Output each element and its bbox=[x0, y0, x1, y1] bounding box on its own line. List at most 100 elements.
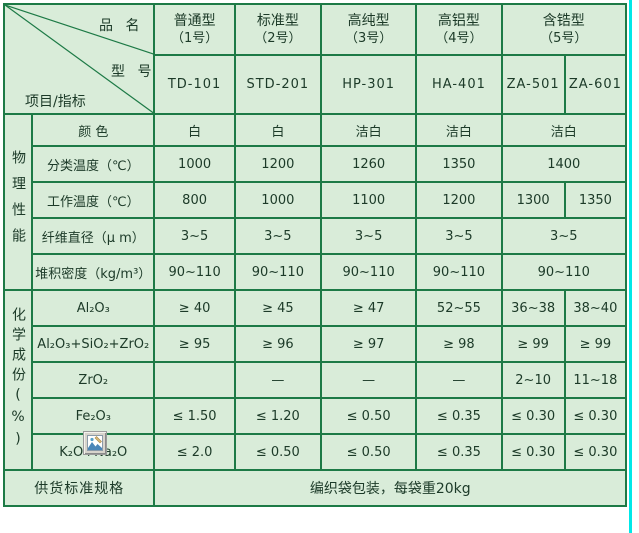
model-cell: HP-301 bbox=[319, 54, 418, 115]
value-cell: ≥ 45 bbox=[233, 289, 322, 327]
value-cell: 2~10 bbox=[500, 361, 566, 399]
value-cell: ≥ 99 bbox=[500, 325, 566, 363]
value-cell: ≥ 40 bbox=[153, 289, 236, 327]
section-chemical-label: 化学成份(%) bbox=[10, 307, 27, 453]
value-cell: ≤ 0.30 bbox=[500, 433, 566, 471]
value-cell: ≤ 0.35 bbox=[415, 433, 503, 471]
value-cell: 3~5 bbox=[319, 217, 418, 255]
value-cell: 90~110 bbox=[500, 253, 628, 291]
header-product-4: 高铝型 （4号） bbox=[415, 3, 503, 56]
product-no: （5号） bbox=[540, 31, 588, 47]
value-cell: 1300 bbox=[500, 181, 566, 219]
corner-model-label: 型 号 bbox=[111, 64, 156, 80]
row-label-al2o3-sio2-zro2: Al₂O₃+SiO₂+ZrO₂ bbox=[31, 325, 156, 363]
header-product-1: 普通型 （1号） bbox=[153, 3, 236, 56]
diagonal-lines bbox=[5, 5, 154, 113]
row-label-class-temp: 分类温度（℃） bbox=[31, 145, 156, 183]
value-cell: 3~5 bbox=[500, 217, 628, 255]
value-cell: 90~110 bbox=[415, 253, 503, 291]
value-cell: ≥ 99 bbox=[563, 325, 628, 363]
value-cell: 11~18 bbox=[563, 361, 628, 399]
value-cell: 3~5 bbox=[415, 217, 503, 255]
value-cell: 90~110 bbox=[319, 253, 418, 291]
model-cell: STD-201 bbox=[233, 54, 322, 115]
value-cell: 1400 bbox=[500, 145, 628, 183]
value-cell: 1200 bbox=[415, 181, 503, 219]
value-cell: ≤ 0.50 bbox=[319, 397, 418, 435]
value-cell: ≤ 1.20 bbox=[233, 397, 322, 435]
value-cell: 白 bbox=[233, 113, 322, 147]
value-cell: 800 bbox=[153, 181, 236, 219]
value-cell: — bbox=[319, 361, 418, 399]
value-cell: 白 bbox=[153, 113, 236, 147]
product-name: 高纯型 bbox=[347, 12, 390, 29]
row-label-zro2: ZrO₂ bbox=[31, 361, 156, 399]
section-chemical: 化学成份(%) bbox=[2, 289, 34, 471]
image-placeholder-icon bbox=[83, 431, 108, 455]
value-cell: 3~5 bbox=[233, 217, 322, 255]
product-name: 普通型 bbox=[173, 12, 216, 29]
product-no: （1号） bbox=[170, 31, 219, 47]
product-no: （4号） bbox=[435, 31, 483, 47]
row-label-fiber-diameter: 纤维直径（μ m） bbox=[31, 217, 156, 255]
footer-value: 编织袋包装，每袋重20kg bbox=[153, 469, 627, 507]
right-frame-line bbox=[629, 0, 632, 533]
row-label-color: 颜 色 bbox=[31, 113, 156, 147]
value-cell: 1100 bbox=[319, 181, 418, 219]
corner-cell: 品 名 型 号 项目/指标 bbox=[2, 3, 156, 115]
value-cell: 1200 bbox=[233, 145, 322, 183]
value-cell: ≤ 1.50 bbox=[153, 397, 236, 435]
value-cell: ≥ 95 bbox=[153, 325, 236, 363]
header-product-3: 高纯型 （3号） bbox=[319, 3, 418, 56]
row-label-k2o-na2o: K₂O+Na₂O bbox=[31, 431, 156, 471]
corner-index-label: 项目/指标 bbox=[25, 94, 86, 110]
row-label-fe2o3: Fe₂O₃ bbox=[31, 397, 156, 435]
corner-product-label: 品 名 bbox=[99, 18, 144, 34]
value-cell: 洁白 bbox=[500, 113, 628, 147]
value-cell: — bbox=[415, 361, 503, 399]
section-physical: 物理性能 bbox=[2, 113, 34, 291]
value-cell: 36~38 bbox=[500, 289, 566, 327]
value-cell: ≤ 0.35 bbox=[415, 397, 503, 435]
footer-label: 供货标准规格 bbox=[2, 469, 156, 507]
section-physical-label: 物理性能 bbox=[10, 150, 27, 254]
value-cell: ≤ 0.50 bbox=[319, 433, 418, 471]
value-cell: ≥ 96 bbox=[233, 325, 322, 363]
product-name: 高铝型 bbox=[437, 12, 480, 29]
model-cell: ZA-501 bbox=[500, 54, 566, 115]
row-label-al2o3: Al₂O₃ bbox=[31, 289, 156, 327]
value-cell: 1350 bbox=[415, 145, 503, 183]
value-cell: ≤ 0.30 bbox=[563, 433, 628, 471]
model-cell: TD-101 bbox=[153, 54, 236, 115]
row-label-bulk-density: 堆积密度（kg/m³） bbox=[31, 253, 156, 291]
value-cell: 90~110 bbox=[233, 253, 322, 291]
value-cell: 52~55 bbox=[415, 289, 503, 327]
value-cell: ≥ 97 bbox=[319, 325, 418, 363]
product-no: （2号） bbox=[254, 31, 302, 47]
model-cell: HA-401 bbox=[415, 54, 503, 115]
value-cell: ≤ 0.30 bbox=[500, 397, 566, 435]
value-cell: ≤ 0.50 bbox=[233, 433, 322, 471]
value-cell: 90~110 bbox=[153, 253, 236, 291]
value-cell: 1000 bbox=[153, 145, 236, 183]
row-label-work-temp: 工作温度（℃） bbox=[31, 181, 156, 219]
model-cell: ZA-601 bbox=[563, 54, 628, 115]
value-cell: 38~40 bbox=[563, 289, 628, 327]
value-cell: 1000 bbox=[233, 181, 322, 219]
header-product-2: 标准型 （2号） bbox=[233, 3, 322, 56]
value-cell: ≤ 0.30 bbox=[563, 397, 628, 435]
value-cell: ≥ 98 bbox=[415, 325, 503, 363]
value-cell: 1350 bbox=[563, 181, 628, 219]
value-cell: 洁白 bbox=[319, 113, 418, 147]
product-name: 含锆型 bbox=[542, 12, 585, 29]
value-cell: 3~5 bbox=[153, 217, 236, 255]
value-cell: 洁白 bbox=[415, 113, 503, 147]
header-product-5: 含锆型 （5号） bbox=[500, 3, 628, 56]
product-name: 标准型 bbox=[256, 12, 299, 29]
value-cell: ≥ 47 bbox=[319, 289, 418, 327]
product-no: （3号） bbox=[344, 31, 393, 47]
product-spec-table: 品 名 型 号 项目/指标 普通型 （1号） 标准型 （2号） 高纯型 （3号）… bbox=[2, 3, 628, 507]
value-cell bbox=[153, 361, 236, 399]
value-cell: 1260 bbox=[319, 145, 418, 183]
